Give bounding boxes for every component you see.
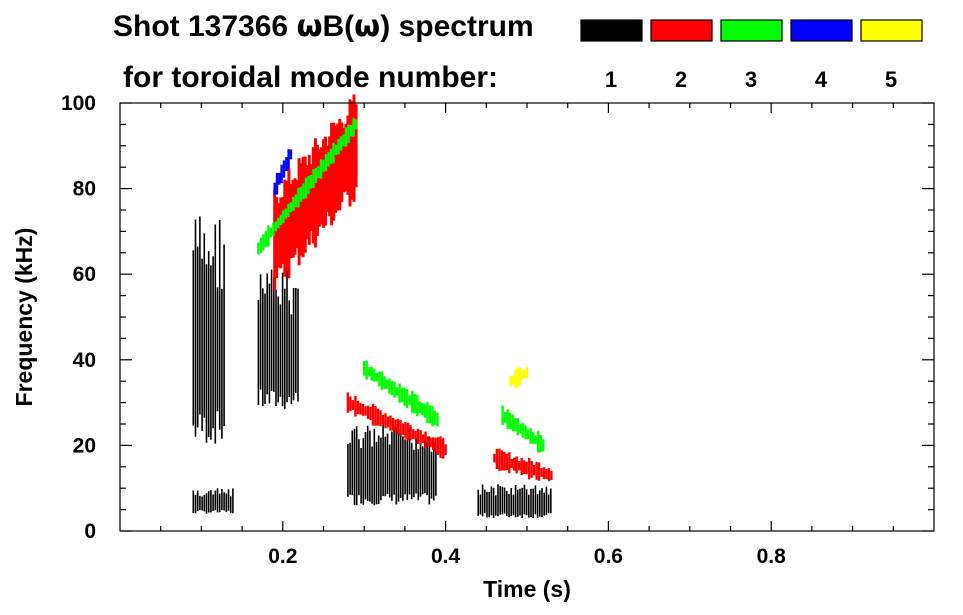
chart-title-line1: Shot 137366 ωB(ω) spectrum <box>113 9 534 44</box>
omega-symbol: ω <box>354 9 380 44</box>
mode-5-chirp <box>509 367 529 389</box>
mode-1-comb <box>192 488 234 514</box>
legend-swatch-mode-2 <box>650 19 713 42</box>
y-tick-label: 20 <box>73 434 96 457</box>
x-tick-label: 0.8 <box>757 545 787 568</box>
x-tick-label: 0.4 <box>431 545 461 568</box>
y-tick-label: 60 <box>73 263 96 286</box>
legend-swatch-mode-3 <box>720 19 783 42</box>
x-tick-label: 0.6 <box>594 545 623 568</box>
mode-3-chirp <box>501 405 545 453</box>
mode-3-chirp <box>363 360 439 427</box>
mode-1-comb <box>477 484 552 518</box>
legend: 1 2 3 4 5 <box>580 19 923 92</box>
x-axis-label: Time (s) <box>483 576 571 602</box>
title-suffix: ) spectrum <box>380 10 533 43</box>
legend-swatch-mode-5 <box>860 19 923 42</box>
y-tick-label: 40 <box>73 349 96 372</box>
mode-4-chirp <box>273 149 293 195</box>
legend-swatch-mode-1 <box>580 19 643 42</box>
legend-label-mode-2: 2 <box>675 67 687 92</box>
legend-swatch-mode-4 <box>790 19 853 42</box>
legend-label-mode-3: 3 <box>745 67 757 92</box>
y-tick-label: 80 <box>73 178 96 201</box>
legend-label-mode-5: 5 <box>885 67 897 92</box>
mode-2-chirp <box>493 448 553 482</box>
mode-2-band <box>273 94 358 291</box>
title-prefix: Shot 137366 <box>113 10 296 43</box>
chart-title-line2: for toroidal mode number: <box>123 61 498 94</box>
y-tick-label: 0 <box>84 520 96 543</box>
legend-label-mode-4: 4 <box>815 67 828 92</box>
mode-1-comb <box>192 216 225 444</box>
y-axis-label: Frequency (kHz) <box>11 228 37 407</box>
x-tick-label: 0.2 <box>268 545 297 568</box>
legend-label-mode-1: 1 <box>605 67 617 92</box>
y-tick-label: 100 <box>61 92 96 115</box>
mode-3-chirp <box>257 118 358 255</box>
omega-symbol: ω <box>296 9 322 44</box>
mode-2-chirp <box>346 392 447 459</box>
mode-1-comb <box>347 424 437 506</box>
plot-data <box>192 94 553 518</box>
axes: 0.2 0.4 0.6 0.8 0 20 40 60 80 100 <box>61 92 934 568</box>
title-mid: B( <box>323 10 355 43</box>
mode-1-comb <box>257 268 299 410</box>
